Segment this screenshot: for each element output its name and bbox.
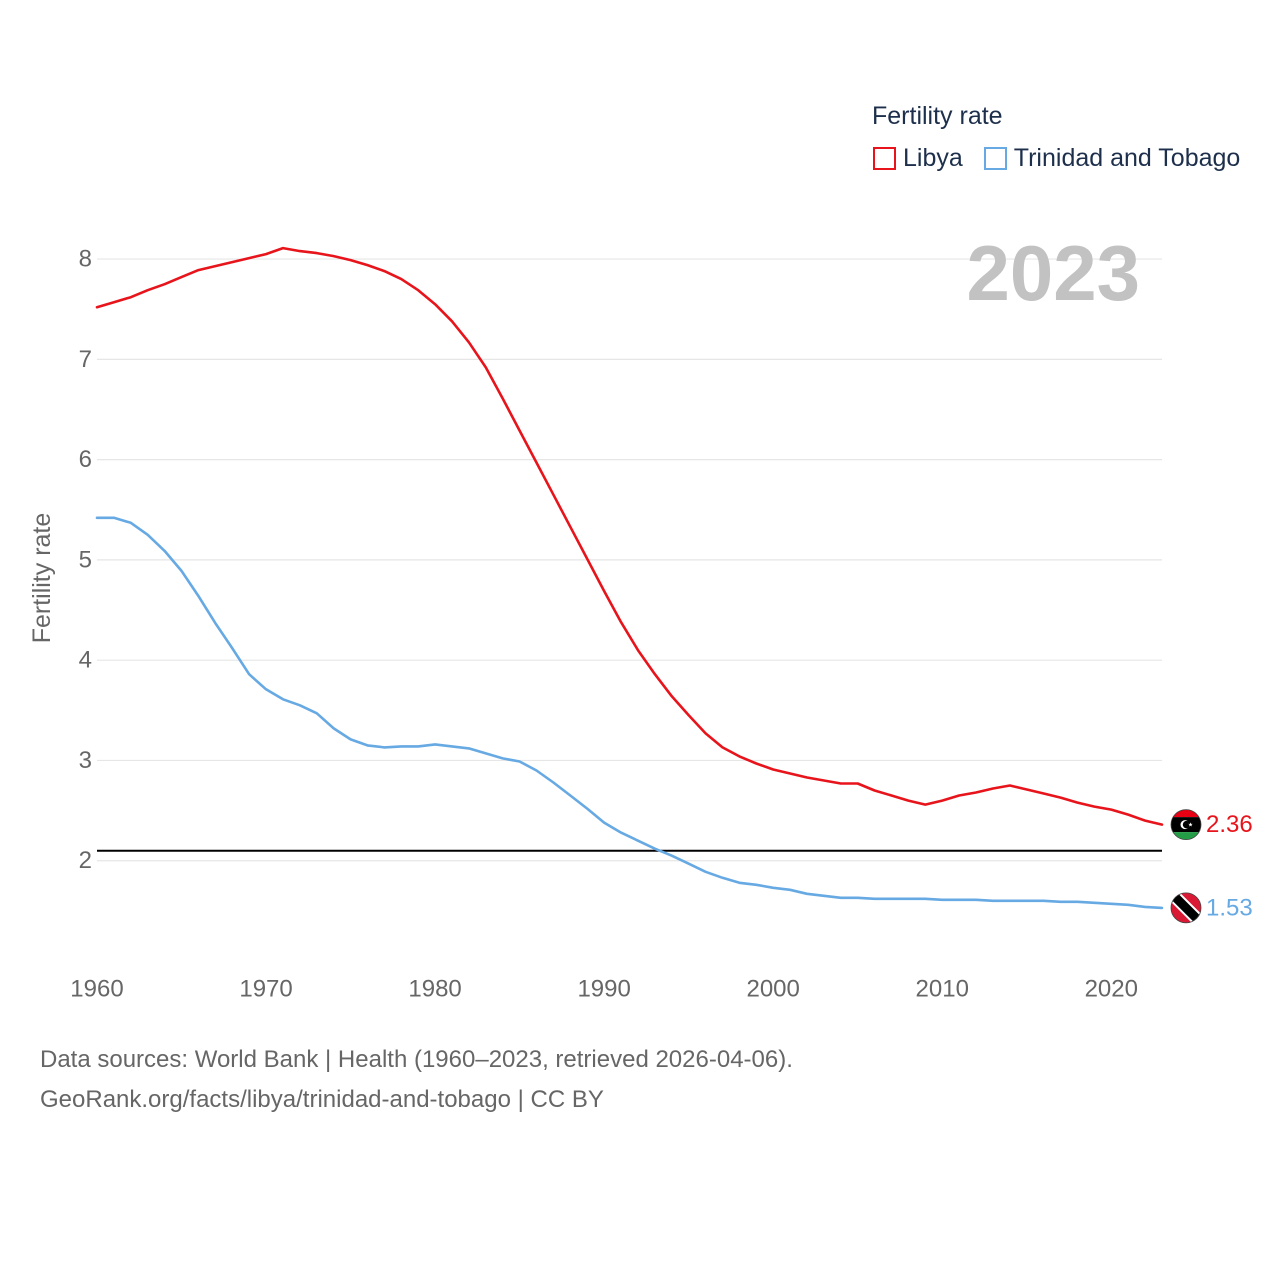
legend-label-trinidad-and-tobago: Trinidad and Tobago <box>1013 144 1241 172</box>
grid-layer <box>97 258 1162 862</box>
series-line-trinidad-and-tobago <box>95 516 1164 910</box>
x-tick-label: 1980 <box>408 976 461 1003</box>
end-value-label-libya: 2.36 <box>1206 811 1253 838</box>
series-line-libya <box>95 246 1164 826</box>
legend-items: Libya Trinidad and Tobago <box>872 143 1240 173</box>
y-tick-label: 4 <box>79 647 92 674</box>
series-layer <box>95 246 1164 910</box>
legend-title: Fertility rate <box>872 102 1003 130</box>
x-tick-label: 2000 <box>746 976 799 1003</box>
y-tick-label: 8 <box>79 246 92 273</box>
legend-swatch-trinidad-and-tobago <box>983 146 1007 170</box>
legend-swatch-libya <box>873 146 896 170</box>
y-tick-label: 7 <box>79 346 92 373</box>
x-tick-label: 1990 <box>577 976 630 1003</box>
attribution-note: GeoRank.org/facts/libya/trinidad-and-tob… <box>40 1086 604 1113</box>
x-tick-label: 1960 <box>70 976 123 1003</box>
y-axis-title: Fertility rate <box>28 513 56 644</box>
y-tick-label: 5 <box>79 546 92 573</box>
legend-label-libya: Libya <box>903 144 963 172</box>
y-tick-label: 3 <box>79 747 92 774</box>
end-value-label-trinidad-and-tobago: 1.53 <box>1206 894 1253 921</box>
y-tick-label: 6 <box>79 446 92 473</box>
y-tick-label: 2 <box>79 847 92 874</box>
x-tick-label: 1970 <box>239 976 292 1003</box>
tick-layer: 2 3 4 5 6 7 8 1960 1970 1980 1990 2000 2010 2020 <box>70 246 1138 1003</box>
legend: Fertility rate Libya Trinidad and Tobago <box>872 101 1240 173</box>
legend-item-libya[interactable]: Libya <box>872 143 963 173</box>
footer: Data sources: World Bank | Health (1960–… <box>40 1040 793 1120</box>
data-source-note: Data sources: World Bank | Health (1960–… <box>40 1046 793 1073</box>
x-tick-label: 2020 <box>1085 976 1138 1003</box>
trinidad-and-tobago-flag-icon <box>1170 892 1202 924</box>
libya-flag-icon <box>1170 809 1202 841</box>
year-label: 2023 <box>966 229 1140 317</box>
legend-item-trinidad-and-tobago[interactable]: Trinidad and Tobago <box>983 143 1241 173</box>
x-tick-label: 2010 <box>916 976 969 1003</box>
